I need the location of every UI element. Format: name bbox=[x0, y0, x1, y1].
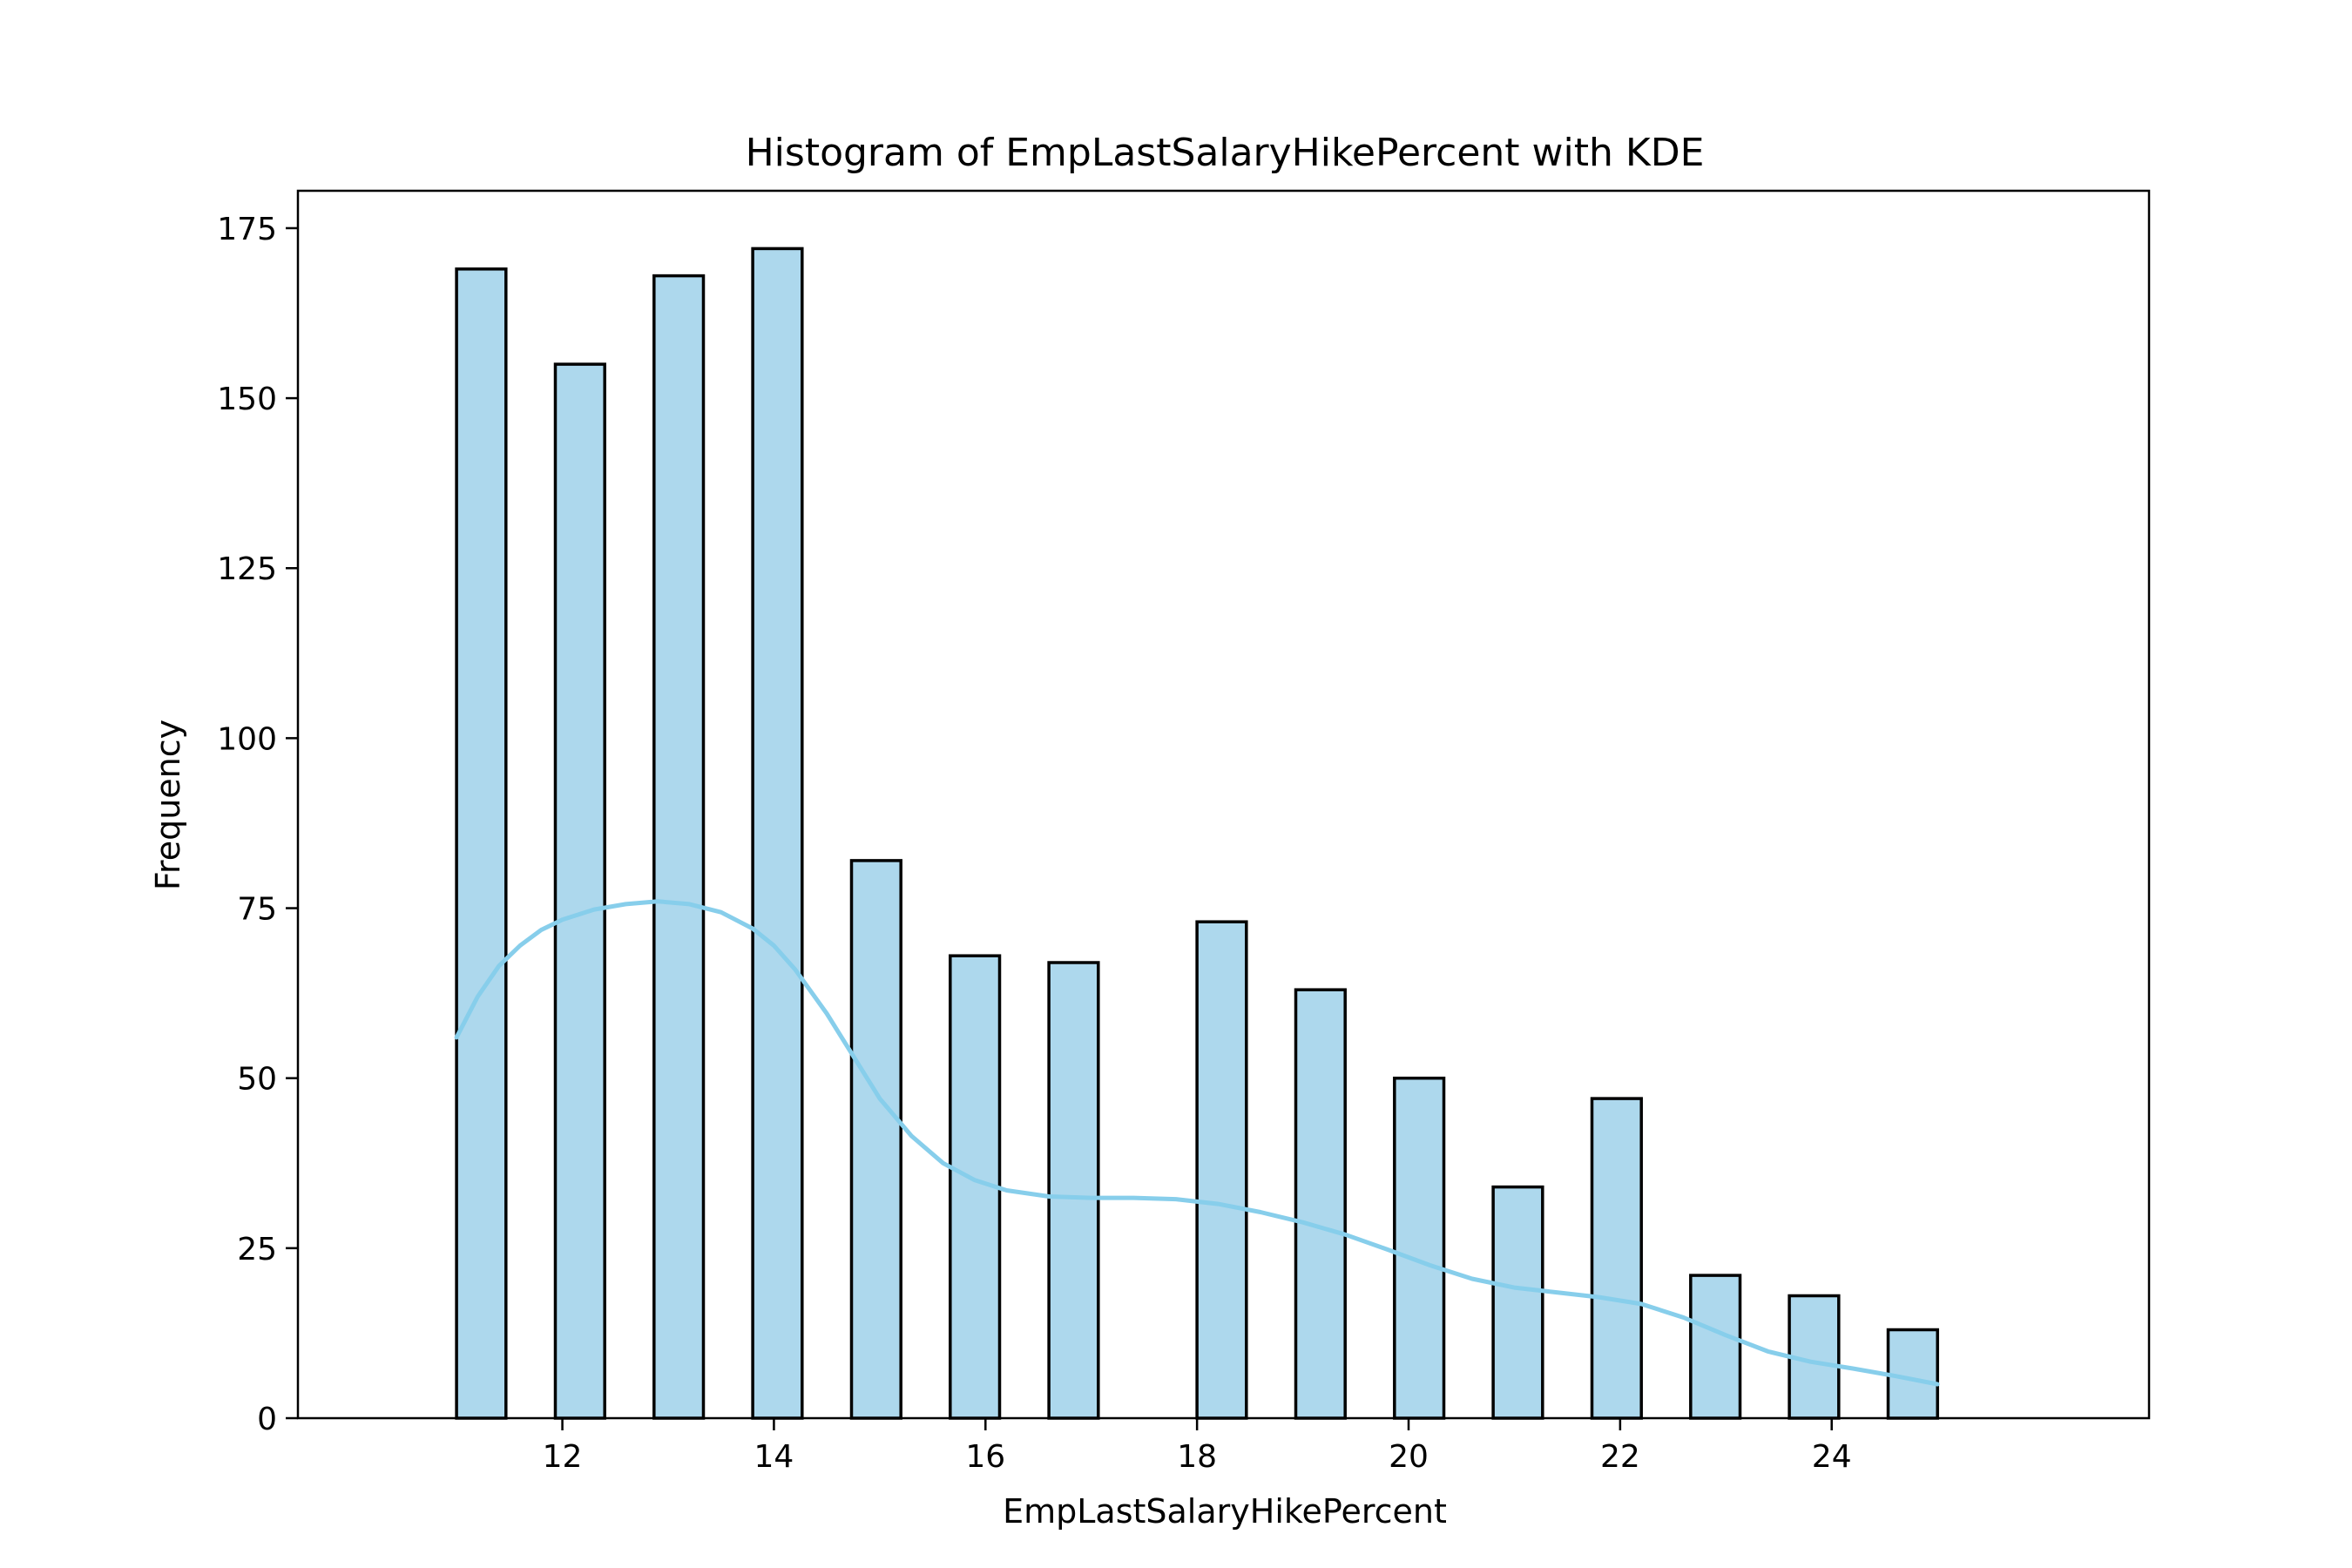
histogram-bar-3 bbox=[751, 247, 804, 1420]
plot-frame bbox=[296, 189, 2151, 1420]
x-tick-label: 12 bbox=[543, 1439, 583, 1475]
x-tick-label: 20 bbox=[1389, 1439, 1429, 1475]
y-tick-label: 100 bbox=[217, 721, 277, 757]
histogram-bar-1 bbox=[553, 362, 606, 1420]
chart-title: Histogram of EmpLastSalaryHikePercent wi… bbox=[746, 131, 1705, 175]
y-axis: 0 25 50 75 100 125 150 175 bbox=[217, 212, 298, 1437]
x-tick-label: 14 bbox=[754, 1439, 794, 1475]
histogram-bar-9 bbox=[1393, 1076, 1446, 1420]
histogram-bar-12 bbox=[1689, 1274, 1742, 1420]
histogram-bar-10 bbox=[1491, 1185, 1544, 1420]
y-axis-label: Frequency bbox=[149, 720, 187, 890]
x-axis: 12 14 16 18 20 22 24 bbox=[543, 1418, 1852, 1475]
kde-curve bbox=[454, 899, 1940, 1387]
y-tick-label: 150 bbox=[217, 382, 277, 417]
histogram-bar-4 bbox=[849, 859, 902, 1420]
y-tick-label: 125 bbox=[217, 551, 277, 587]
histogram-bar-6 bbox=[1047, 961, 1100, 1420]
histogram-bar-11 bbox=[1590, 1097, 1643, 1420]
y-tick-label: 0 bbox=[257, 1402, 277, 1437]
histogram-bar-7 bbox=[1195, 920, 1248, 1420]
x-tick-label: 22 bbox=[1600, 1439, 1640, 1475]
x-tick-label: 16 bbox=[965, 1439, 1005, 1475]
y-tick-label: 50 bbox=[237, 1062, 277, 1098]
x-axis-label: EmpLastSalaryHikePercent bbox=[1003, 1492, 1447, 1531]
histogram-bars bbox=[455, 247, 1939, 1420]
histogram-bar-8 bbox=[1294, 988, 1347, 1420]
y-tick-label: 75 bbox=[237, 892, 277, 928]
histogram-bar-0 bbox=[455, 267, 508, 1420]
x-tick-label: 24 bbox=[1812, 1439, 1852, 1475]
y-tick-label: 175 bbox=[217, 212, 277, 247]
histogram-bar-2 bbox=[652, 274, 706, 1420]
x-tick-label: 18 bbox=[1177, 1439, 1217, 1475]
y-tick-label: 25 bbox=[237, 1232, 277, 1267]
